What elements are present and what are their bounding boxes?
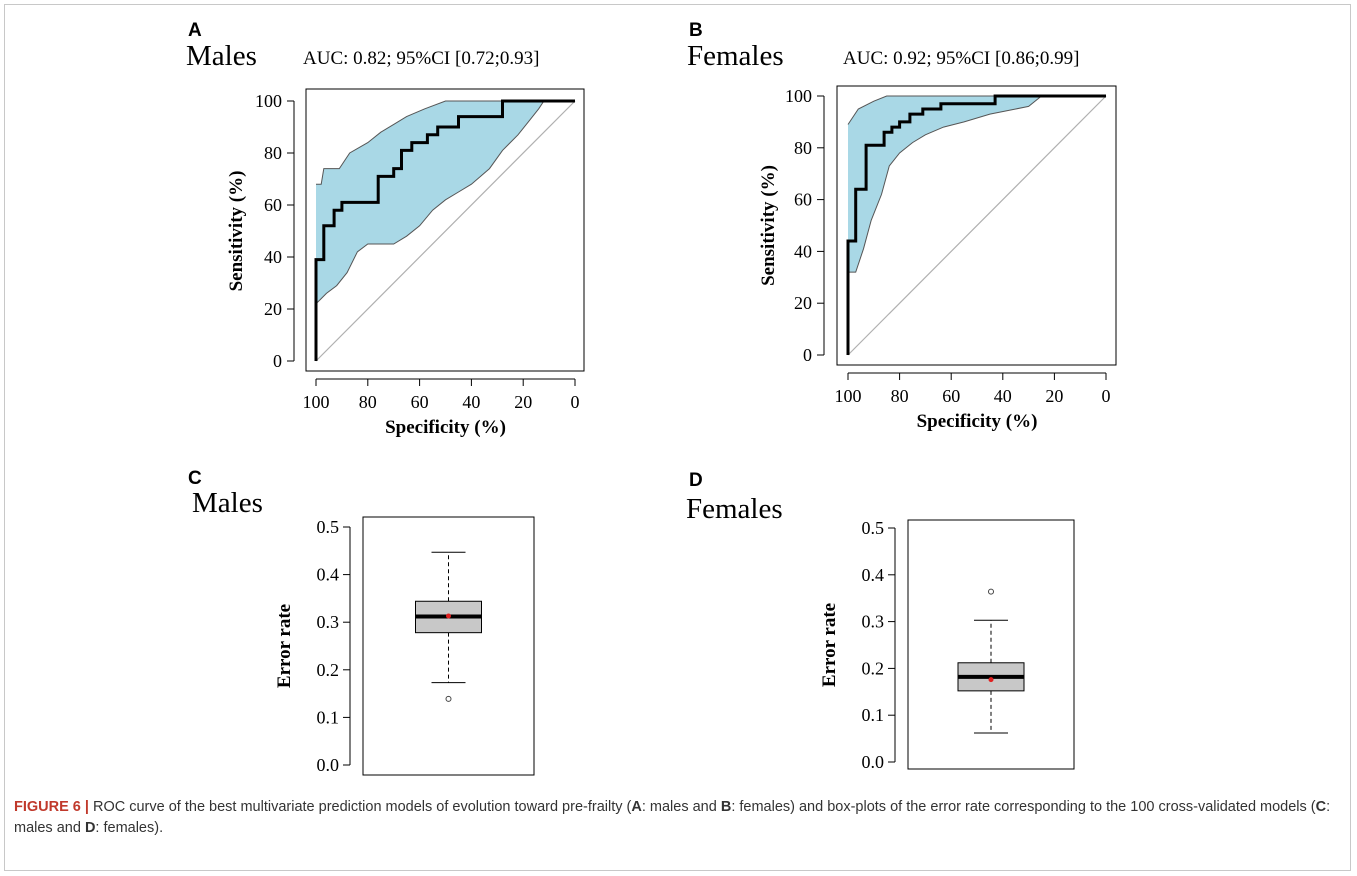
panel-heading-a: Males (186, 40, 257, 72)
plot-border (305, 88, 585, 372)
panel-heading-b: Females (687, 40, 784, 72)
x-tick-label: 20 (1045, 386, 1063, 406)
x-axis-title: Specificity (%) (917, 411, 1038, 432)
x-tick-label: 100 (303, 392, 330, 412)
caption-bold-a: A (631, 799, 642, 815)
x-tick-label: 80 (359, 392, 377, 412)
boxplot-males: 0.0 0.1 0.2 0.3 0.4 0.5 Error rate (274, 516, 535, 776)
outlier-point (445, 695, 452, 702)
roc-curve (846, 94, 1106, 355)
y-tick-label: 0.3 (862, 612, 885, 632)
ci-lower-line (848, 95, 1106, 273)
y-tick-label: 100 (255, 91, 282, 111)
y-tick-label: 0.5 (317, 517, 340, 537)
y-tick-label: 20 (264, 299, 282, 319)
y-tick-label: 0.2 (862, 658, 885, 678)
y-axis-title: Error rate (274, 604, 295, 688)
x-tick-label: 80 (891, 386, 909, 406)
auc-text-b: AUC: 0.92; 95%CI [0.86;0.99] (843, 48, 1080, 69)
y-tick-label: 0.0 (317, 755, 340, 775)
reference-diagonal (847, 95, 1107, 356)
y-tick-label: 40 (794, 241, 812, 261)
ci-band (316, 101, 575, 304)
panel-heading-d: Females (686, 493, 783, 525)
roc-chart-females: 0 20 40 60 80 100 100 80 60 40 20 0 Specificity (%) S… (758, 85, 1117, 432)
x-tick-label: 0 (1102, 386, 1111, 406)
plot-border (836, 85, 1117, 366)
panel-letter-b: B (689, 20, 703, 41)
x-tick-label: 40 (994, 386, 1012, 406)
y-tick-label: 80 (794, 138, 812, 158)
panel-heading-c: Males (192, 487, 263, 519)
ci-lower-line (315, 100, 575, 305)
y-tick-label: 0.0 (862, 752, 885, 772)
x-tick-label: 20 (514, 392, 532, 412)
y-tick-label: 0.1 (862, 705, 885, 725)
y-tick-label: 20 (794, 293, 812, 313)
x-tick-label: 0 (571, 392, 580, 412)
y-tick-label: 60 (264, 195, 282, 215)
roc-curve (314, 99, 575, 361)
x-tick-label: 40 (462, 392, 480, 412)
y-tick-label: 40 (264, 247, 282, 267)
caption-bold-c: C (1315, 799, 1327, 815)
x-axis-title: Specificity (%) (385, 417, 506, 438)
y-tick-label: 0.2 (317, 660, 340, 680)
x-tick-label: 60 (411, 392, 429, 412)
y-tick-label: 0.3 (317, 612, 340, 632)
y-tick-label: 100 (785, 86, 812, 106)
auc-text-a: AUC: 0.82; 95%CI [0.72;0.93] (303, 48, 540, 69)
caption-text-4: : males and (14, 799, 1331, 836)
y-axis-title: Sensitivity (%) (758, 165, 779, 286)
roc-chart-males: 0 20 40 60 80 100 100 80 60 40 20 0 Specificity (%) S… (226, 88, 585, 438)
panel-letter-c: C (188, 468, 202, 489)
figure-label: FIGURE 6 | (14, 799, 89, 815)
panel-letter-a: A (188, 20, 202, 41)
mean-point (446, 613, 451, 619)
y-tick-label: 0.1 (317, 707, 340, 727)
ci-band (848, 96, 1106, 273)
x-tick-label: 60 (942, 386, 960, 406)
caption-bold-d: D (84, 820, 96, 836)
panel-letter-d: D (689, 470, 703, 491)
boxplot-females: 0.0 0.1 0.2 0.3 0.4 0.5 Error rate (819, 518, 1075, 772)
caption-text-3: : females) and box-plots of the error ra… (731, 799, 1316, 815)
ci-upper-line (847, 95, 1106, 125)
y-axis-title: Sensitivity (%) (226, 171, 247, 292)
figure-frame (4, 4, 1351, 871)
y-tick-label: 0.5 (862, 518, 885, 538)
y-tick-label: 0 (273, 351, 282, 371)
reference-diagonal (315, 100, 576, 362)
caption-text-5: : females). (95, 820, 164, 836)
y-tick-label: 0.4 (862, 565, 885, 585)
caption-text-2: : males and (641, 799, 721, 815)
x-tick-label: 100 (835, 386, 862, 406)
caption-bold-b: B (720, 799, 732, 815)
plot-border (362, 516, 535, 776)
y-tick-label: 80 (264, 143, 282, 163)
y-tick-label: 60 (794, 190, 812, 210)
plot-border (907, 519, 1075, 770)
y-tick-label: 0.4 (317, 565, 340, 585)
caption-text-1: ROC curve of the best multivariate predi… (88, 799, 632, 815)
ci-upper-line (316, 100, 575, 185)
figure-caption: FIGURE 6 | ROC curve of the best multiva… (14, 797, 1334, 839)
y-axis-title: Error rate (819, 603, 840, 687)
outlier-point (988, 588, 994, 595)
y-tick-label: 0 (803, 345, 812, 365)
mean-point (988, 677, 994, 683)
